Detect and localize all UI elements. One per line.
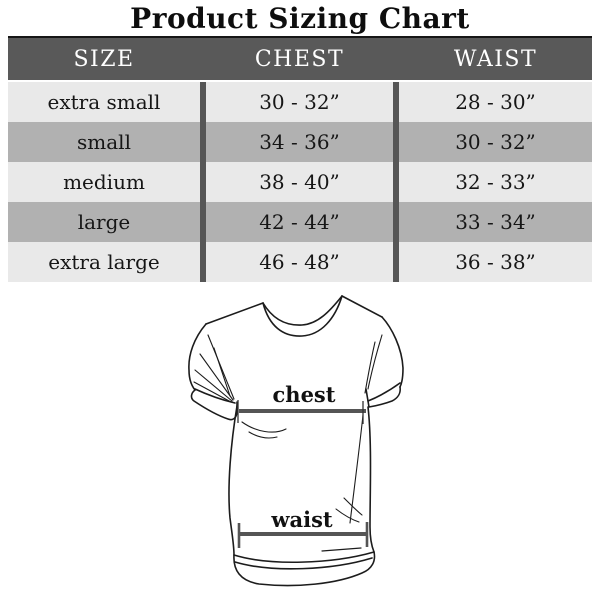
right-body-folds (335, 414, 364, 524)
size-cell: medium (8, 162, 200, 202)
column-divider (393, 242, 399, 282)
size-cell: extra large (8, 242, 200, 282)
waist-cell: 36 - 38” (399, 242, 592, 282)
measurement-lines (237, 400, 369, 548)
header-chest: CHEST (254, 46, 345, 72)
header-waist: WAIST (453, 46, 538, 72)
chest-cell: 42 - 44” (206, 202, 393, 242)
table-header-row: SIZE CHEST WAIST (8, 38, 592, 82)
waist-label: waist (270, 507, 332, 532)
column-divider (200, 122, 206, 162)
column-divider (200, 242, 206, 282)
waist-cell: 33 - 34” (399, 202, 592, 242)
left-sleeve-folds (193, 334, 287, 439)
sizing-table: SIZE CHEST WAIST extra small 30 - 32” 28… (8, 36, 592, 282)
column-divider (200, 202, 206, 242)
table-row: large 42 - 44” 33 - 34” (8, 202, 592, 242)
waist-cell: 28 - 30” (399, 82, 592, 122)
column-divider (200, 162, 206, 202)
size-cell: small (8, 122, 200, 162)
chest-cell: 46 - 48” (206, 242, 393, 282)
waist-cell: 32 - 33” (399, 162, 592, 202)
page-title: Product Sizing Chart (130, 2, 470, 35)
tshirt-outline (188, 295, 404, 587)
table-row: extra large 46 - 48” 36 - 38” (8, 242, 592, 282)
column-divider (200, 82, 206, 122)
right-sleeve-folds (364, 334, 383, 394)
column-divider (393, 122, 399, 162)
chest-cell: 34 - 36” (206, 122, 393, 162)
tshirt-illustration: chest waist (188, 295, 404, 587)
size-cell: large (8, 202, 200, 242)
table-row: small 34 - 36” 30 - 32” (8, 122, 592, 162)
chest-cell: 38 - 40” (206, 162, 393, 202)
column-divider (393, 162, 399, 202)
column-divider (200, 38, 206, 80)
column-divider (393, 82, 399, 122)
table-row: medium 38 - 40” 32 - 33” (8, 162, 592, 202)
chest-cell: 30 - 32” (206, 82, 393, 122)
size-cell: extra small (8, 82, 200, 122)
header-size: SIZE (73, 46, 135, 72)
tshirt-diagram: chest waist (130, 290, 470, 600)
column-divider (393, 202, 399, 242)
chest-label: chest (273, 382, 336, 407)
column-divider (393, 38, 399, 80)
waist-cell: 30 - 32” (399, 122, 592, 162)
table-row: extra small 30 - 32” 28 - 30” (8, 82, 592, 122)
